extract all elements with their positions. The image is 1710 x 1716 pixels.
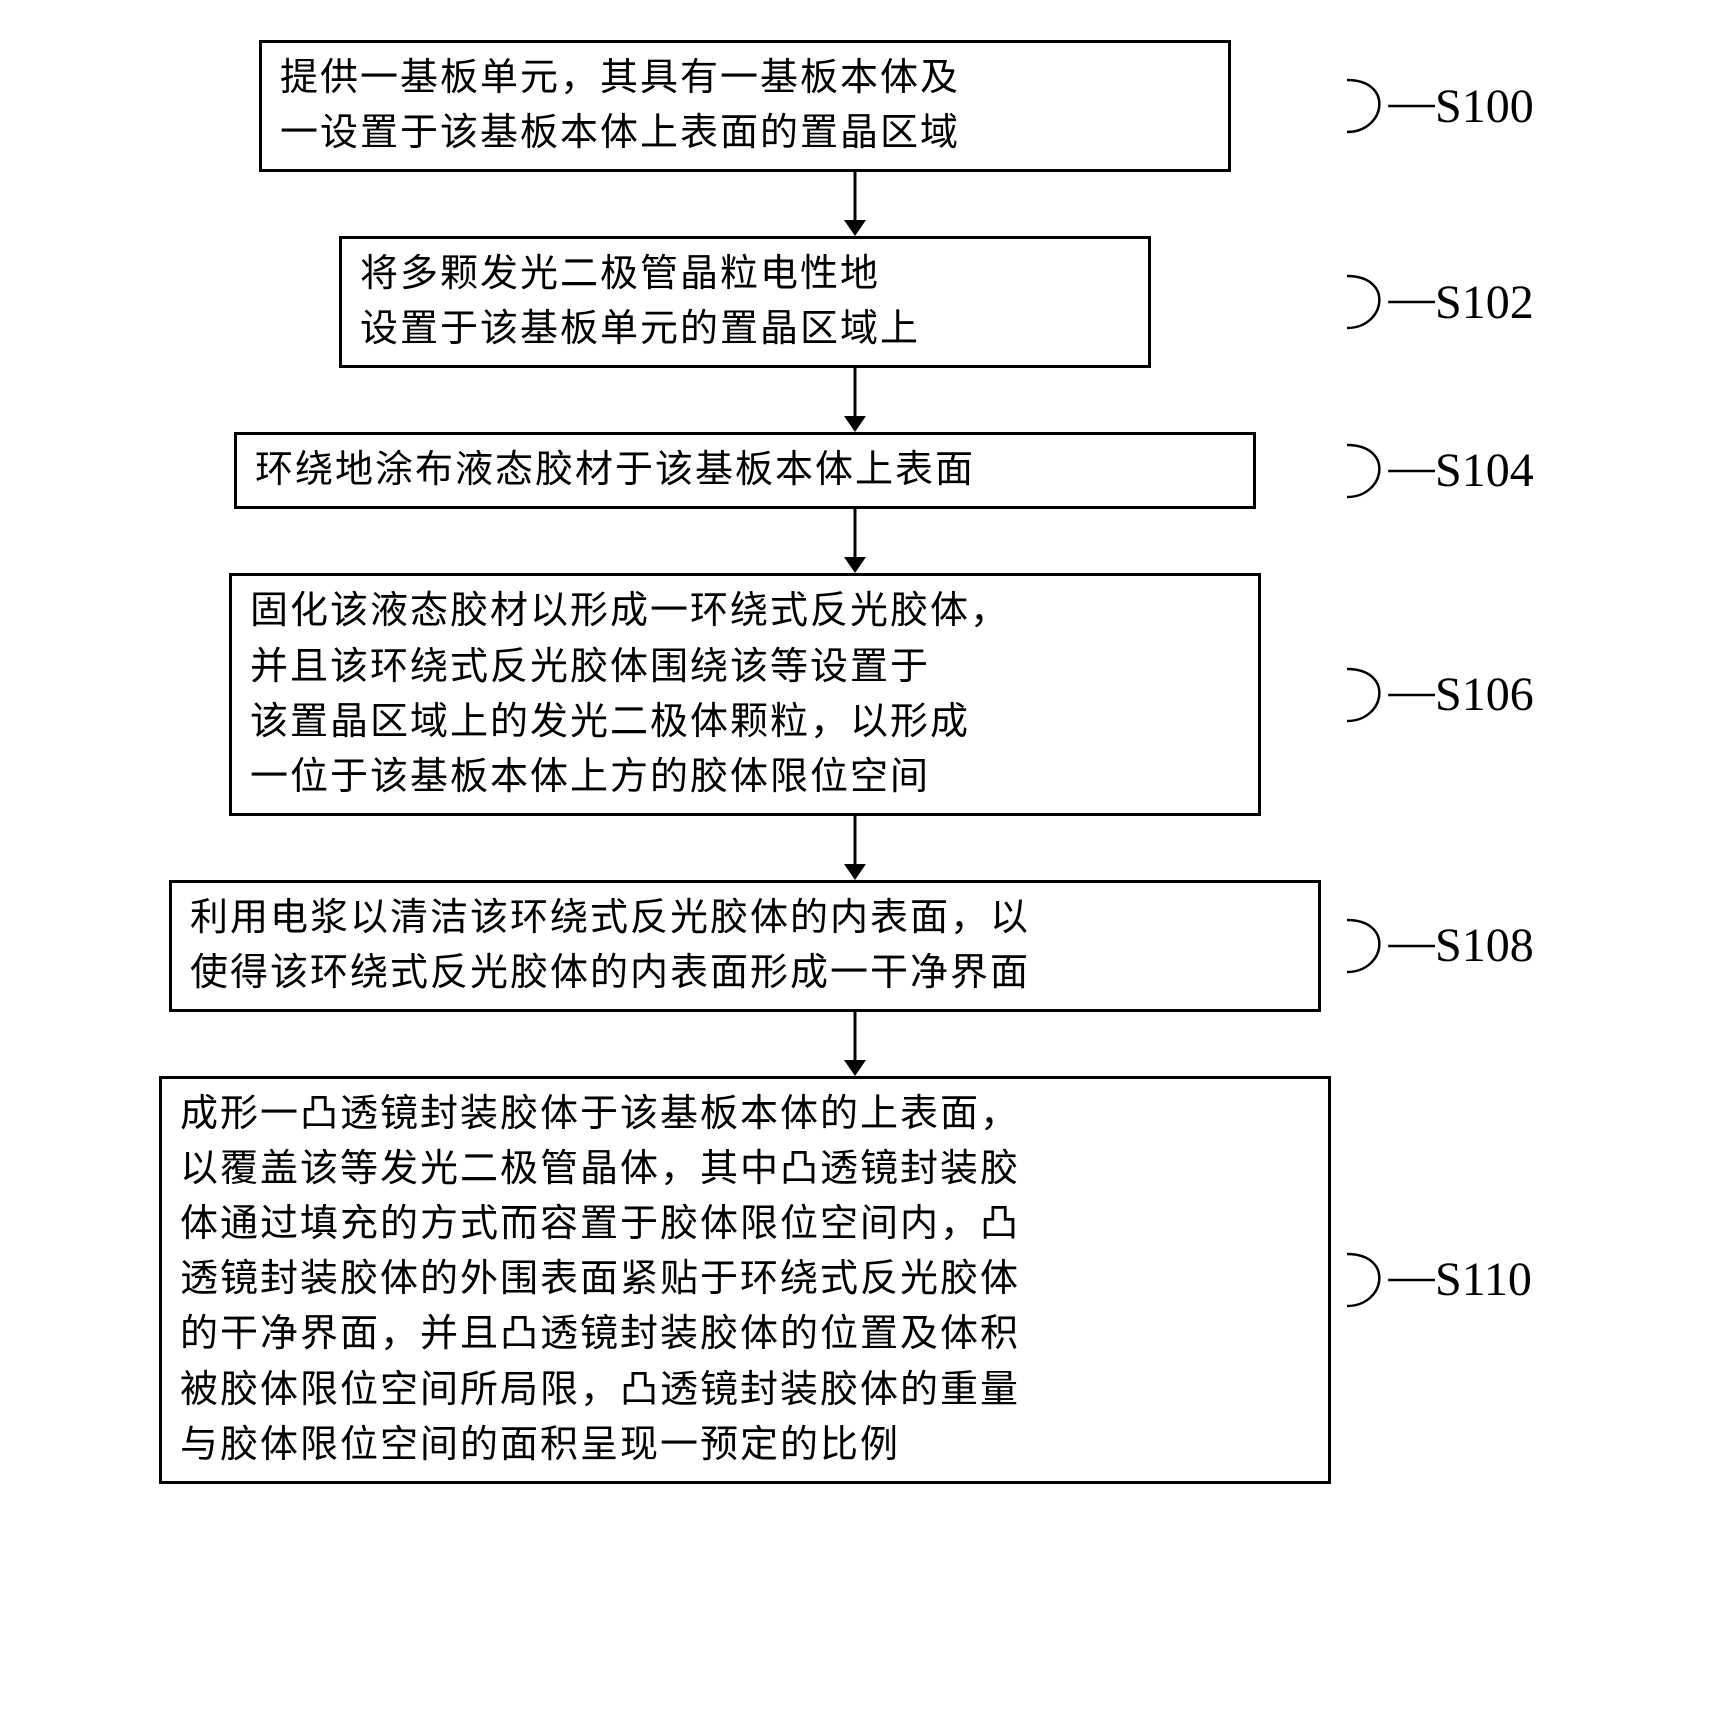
step-text-line: 使得该环绕式反光胶体的内表面形成一干净界面 [190,946,1300,1001]
label-connector-curve [1345,443,1435,499]
step-text-line: 成形一凸透镜封装胶体于该基板本体的上表面， [180,1087,1310,1142]
step-text-line: 以覆盖该等发光二极管晶体，其中凸透镜封装胶 [180,1142,1310,1197]
step-text-line: 的干净界面，并且凸透镜封装胶体的位置及体积 [180,1307,1310,1362]
step-text-line: 该置晶区域上的发光二极体颗粒，以形成 [250,695,1240,750]
step-label: S106 [1435,667,1534,722]
step-label: S104 [1435,443,1534,498]
step-text-line: 透镜封装胶体的外围表面紧贴于环绕式反光胶体 [180,1252,1310,1307]
step-text-line: 体通过填充的方式而容置于胶体限位空间内，凸 [180,1197,1310,1252]
flow-arrow [840,172,870,236]
step-box: 提供一基板单元，其具有一基板本体及一设置于该基板本体上表面的置晶区域 [259,40,1231,172]
step-box: 将多颗发光二极管晶粒电性地设置于该基板单元的置晶区域上 [339,236,1151,368]
label-connector-curve [1345,1252,1435,1308]
step-label: S100 [1435,79,1534,134]
step-text-line: 被胶体限位空间所局限，凸透镜封装胶体的重量 [180,1363,1310,1418]
flow-step-S100: 提供一基板单元，其具有一基板本体及一设置于该基板本体上表面的置晶区域 S100 [155,40,1555,172]
step-box: 环绕地涂布液态胶材于该基板本体上表面 [234,432,1256,509]
step-text-line: 利用电浆以清洁该环绕式反光胶体的内表面，以 [190,891,1300,946]
flow-step-S104: 环绕地涂布液态胶材于该基板本体上表面 S104 [155,432,1555,509]
flow-arrow [840,1012,870,1076]
flow-arrow [840,368,870,432]
flow-step-S106: 固化该液态胶材以形成一环绕式反光胶体，并且该环绕式反光胶体围绕该等设置于该置晶区… [155,573,1555,815]
label-connector-curve [1345,78,1435,134]
step-text-line: 固化该液态胶材以形成一环绕式反光胶体， [250,584,1240,639]
flowchart-container: 提供一基板单元，其具有一基板本体及一设置于该基板本体上表面的置晶区域 S100 将多… [155,40,1555,1484]
step-text-line: 一设置于该基板本体上表面的置晶区域 [280,106,1210,161]
step-label: S110 [1435,1252,1532,1307]
step-text-line: 与胶体限位空间的面积呈现一预定的比例 [180,1418,1310,1473]
step-label: S108 [1435,918,1534,973]
flow-arrow [840,509,870,573]
step-text-line: 并且该环绕式反光胶体围绕该等设置于 [250,640,1240,695]
step-text-line: 设置于该基板单元的置晶区域上 [360,302,1130,357]
flow-step-S110: 成形一凸透镜封装胶体于该基板本体的上表面，以覆盖该等发光二极管晶体，其中凸透镜封… [155,1076,1555,1484]
step-text-line: 将多颗发光二极管晶粒电性地 [360,247,1130,302]
step-box: 成形一凸透镜封装胶体于该基板本体的上表面，以覆盖该等发光二极管晶体，其中凸透镜封… [159,1076,1331,1484]
step-text-line: 提供一基板单元，其具有一基板本体及 [280,51,1210,106]
flow-step-S102: 将多颗发光二极管晶粒电性地设置于该基板单元的置晶区域上 S102 [155,236,1555,368]
step-text-line: 环绕地涂布液态胶材于该基板本体上表面 [255,443,1235,498]
step-text-line: 一位于该基板本体上方的胶体限位空间 [250,750,1240,805]
label-connector-curve [1345,667,1435,723]
flow-arrow [840,816,870,880]
step-box: 固化该液态胶材以形成一环绕式反光胶体，并且该环绕式反光胶体围绕该等设置于该置晶区… [229,573,1261,815]
label-connector-curve [1345,274,1435,330]
flow-step-S108: 利用电浆以清洁该环绕式反光胶体的内表面，以使得该环绕式反光胶体的内表面形成一干净… [155,880,1555,1012]
step-box: 利用电浆以清洁该环绕式反光胶体的内表面，以使得该环绕式反光胶体的内表面形成一干净… [169,880,1321,1012]
label-connector-curve [1345,918,1435,974]
step-label: S102 [1435,275,1534,330]
